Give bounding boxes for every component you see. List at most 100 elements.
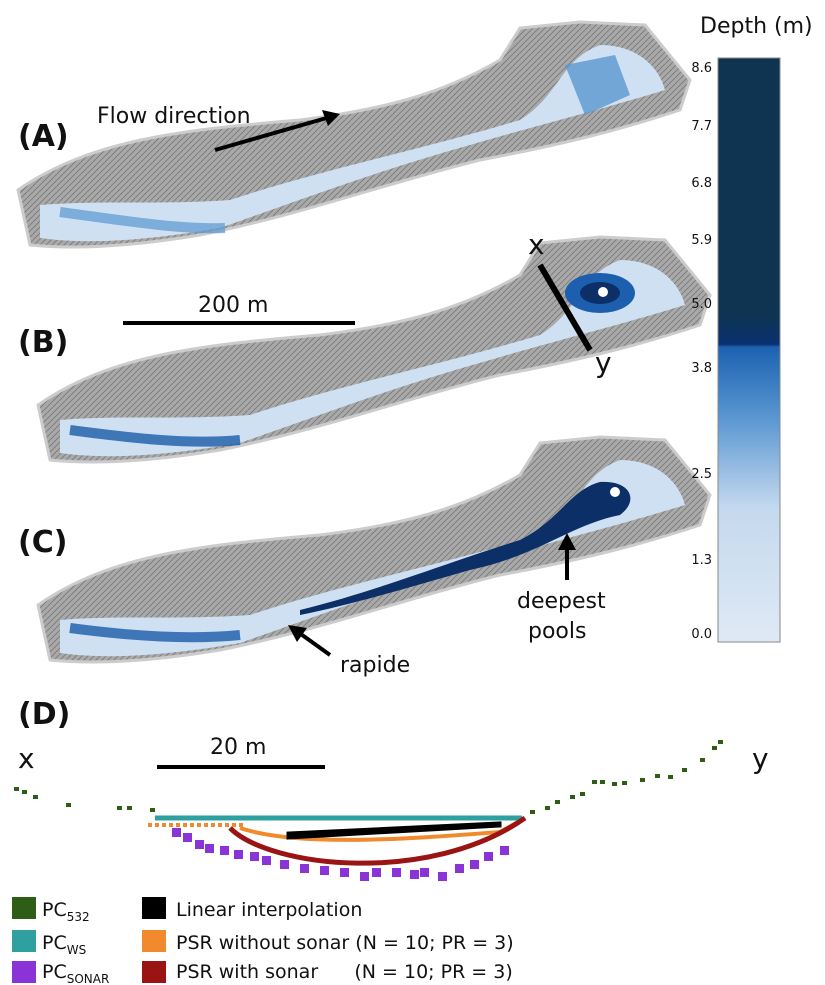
pc-532 <box>127 806 132 810</box>
legend-entry: PSR with sonar (N = 10; PR = 3) <box>176 961 513 983</box>
figure: Flow direction (A) 200 m x y (B) deepest… <box>0 0 825 985</box>
pc-sonar <box>250 852 259 861</box>
pc-sonar <box>205 844 214 853</box>
pc-ws-edge <box>148 823 152 827</box>
pc-ws-edge <box>211 823 215 827</box>
legend-swatch <box>12 897 36 919</box>
legend-swatch <box>142 961 166 983</box>
pc-532 <box>14 787 19 791</box>
pc-532 <box>712 746 717 750</box>
pc-ws-edge <box>197 823 201 827</box>
pc-sonar <box>360 872 369 881</box>
colorbar-tick-label: 5.9 <box>691 233 712 248</box>
legend-swatch <box>142 930 166 952</box>
pc-sonar <box>262 856 271 865</box>
pc-ws-edge <box>183 823 187 827</box>
legend-entry: PSR without sonar (N = 10; PR = 3) <box>176 932 514 954</box>
pc-sonar <box>372 868 381 877</box>
colorbar-tick-label: 2.5 <box>691 467 712 482</box>
pc-532 <box>33 795 38 799</box>
colorbar-tick-label: 5.0 <box>691 297 712 312</box>
legend-swatch <box>12 961 36 983</box>
pc-sonar <box>484 852 493 861</box>
river-map <box>18 22 690 247</box>
annotation: x <box>18 742 35 775</box>
pc-ws-edge <box>239 823 243 827</box>
pc-sonar <box>172 828 181 837</box>
legend-swatch <box>12 930 36 952</box>
pc-ws-edge <box>169 823 173 827</box>
colorbar-tick-label: 1.3 <box>691 553 712 568</box>
pc-ws-edge <box>162 823 166 827</box>
pc-sonar <box>220 846 229 855</box>
legend-swatch <box>142 897 166 919</box>
colorbar-tick-label: 8.6 <box>691 61 712 76</box>
colorbar-title: Depth (m) <box>700 14 813 39</box>
colorbar-tick-label: 3.8 <box>691 361 712 376</box>
pc-sonar <box>183 833 192 842</box>
pc-532 <box>700 758 705 762</box>
island <box>598 287 608 297</box>
pc-sonar <box>320 866 329 875</box>
pc-ws-edge <box>232 823 236 827</box>
arrow <box>298 632 330 655</box>
pc-532 <box>655 774 660 778</box>
annotation: pools <box>528 619 586 644</box>
legend-entry: PCWS <box>42 932 86 957</box>
annotation: rapide <box>340 653 410 678</box>
pc-sonar <box>500 846 509 855</box>
annotation: Flow direction <box>97 104 251 129</box>
pc-sonar <box>455 864 464 873</box>
annotation: x <box>528 228 545 261</box>
pc-sonar <box>340 868 349 877</box>
panel-label: (D) <box>18 697 70 732</box>
island <box>610 487 620 497</box>
legend-entry: Linear interpolation <box>176 899 362 921</box>
pc-sonar <box>420 868 429 877</box>
pc-532 <box>592 780 597 784</box>
river-map <box>38 437 710 662</box>
pc-ws-edge <box>204 823 208 827</box>
pc-532 <box>718 740 723 744</box>
pc-sonar <box>470 860 479 869</box>
panel-label: (A) <box>18 119 69 154</box>
legend-entry: PCSONAR <box>42 961 109 985</box>
colorbar-tick-label: 7.7 <box>691 119 712 134</box>
annotation: 20 m <box>210 735 266 760</box>
annotation: deepest <box>517 589 606 614</box>
colorbar-tick-label: 0.0 <box>691 627 712 642</box>
panel-label: (C) <box>18 525 67 560</box>
pc-532 <box>22 790 27 794</box>
pc-532 <box>555 800 560 804</box>
pc-sonar <box>438 872 447 881</box>
pc-sonar <box>280 860 289 869</box>
pc-ws-edge <box>218 823 222 827</box>
annotation: 200 m <box>198 293 268 318</box>
profile <box>14 740 723 881</box>
colorbar-tick-label: 6.8 <box>691 176 712 191</box>
pc-ws-edge <box>225 823 229 827</box>
pc-532 <box>117 806 122 810</box>
pc-532 <box>668 775 673 779</box>
pc-sonar <box>234 850 243 859</box>
pc-ws-edge <box>190 823 194 827</box>
annotation: y <box>752 742 769 775</box>
colorbar-ticks: 8.6 7.7 6.8 5.9 5.0 3.8 2.5 1.3 0.0 <box>691 61 712 642</box>
pc-ws-edge <box>176 823 180 827</box>
pc-532 <box>545 806 550 810</box>
legend-entry: PC532 <box>42 899 90 924</box>
pc-532 <box>66 803 71 807</box>
panel-label: (B) <box>18 325 68 360</box>
pc-sonar <box>410 870 419 879</box>
pc-532 <box>150 808 155 812</box>
pc-sonar <box>195 840 204 849</box>
pc-532 <box>600 780 605 784</box>
pc-532 <box>622 781 627 785</box>
annotation: y <box>595 346 612 379</box>
pc-532 <box>530 810 535 814</box>
colorbar <box>718 58 780 642</box>
pc-sonar <box>392 868 401 877</box>
pc-sonar <box>300 864 309 873</box>
page: Flow direction (A) 200 m x y (B) deepest… <box>0 0 825 985</box>
pc-ws-edge <box>155 823 159 827</box>
